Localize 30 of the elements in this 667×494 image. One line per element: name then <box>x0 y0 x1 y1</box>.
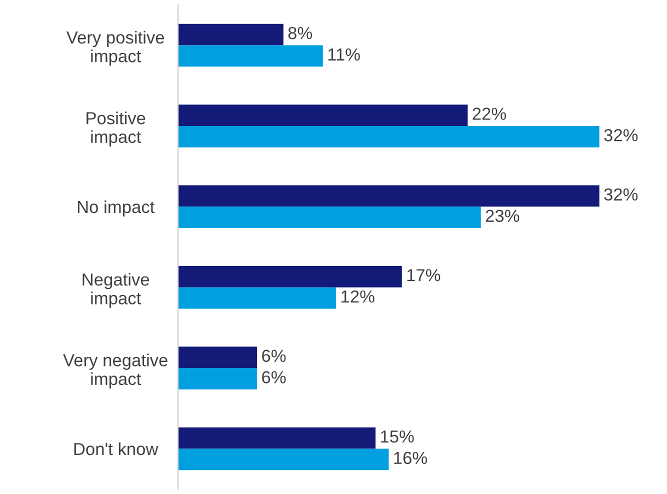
bar <box>178 126 600 148</box>
bar <box>178 266 402 288</box>
data-label: 16% <box>394 452 428 464</box>
bar <box>178 346 258 368</box>
y-tick-label: Negative impact <box>82 272 150 308</box>
data-label: 23% <box>486 210 520 222</box>
bar <box>178 368 258 390</box>
data-label: 8% <box>288 26 312 40</box>
data-label: 11% <box>328 48 360 61</box>
data-label: 15% <box>381 430 414 443</box>
data-label: 17% <box>407 269 440 282</box>
y-tick-label: Very positive impact <box>66 30 164 66</box>
bar <box>178 45 323 67</box>
y-tick-label: Don't know <box>74 442 158 456</box>
bar <box>178 185 600 207</box>
y-tick-label: No impact <box>78 200 155 217</box>
data-label: 6% <box>262 350 286 362</box>
bar <box>178 206 481 228</box>
bar <box>178 427 376 449</box>
bar <box>178 24 284 46</box>
data-label: 32% <box>604 129 638 142</box>
y-tick-label: Positive impact <box>86 112 146 146</box>
data-label: 32% <box>604 188 638 201</box>
bar <box>178 104 468 126</box>
bar <box>178 448 389 470</box>
bar <box>178 287 336 309</box>
data-label: 6% <box>262 371 286 384</box>
data-label: 12% <box>342 290 374 303</box>
y-tick-label: Very negative impact <box>63 354 168 389</box>
data-label: 22% <box>472 108 506 120</box>
